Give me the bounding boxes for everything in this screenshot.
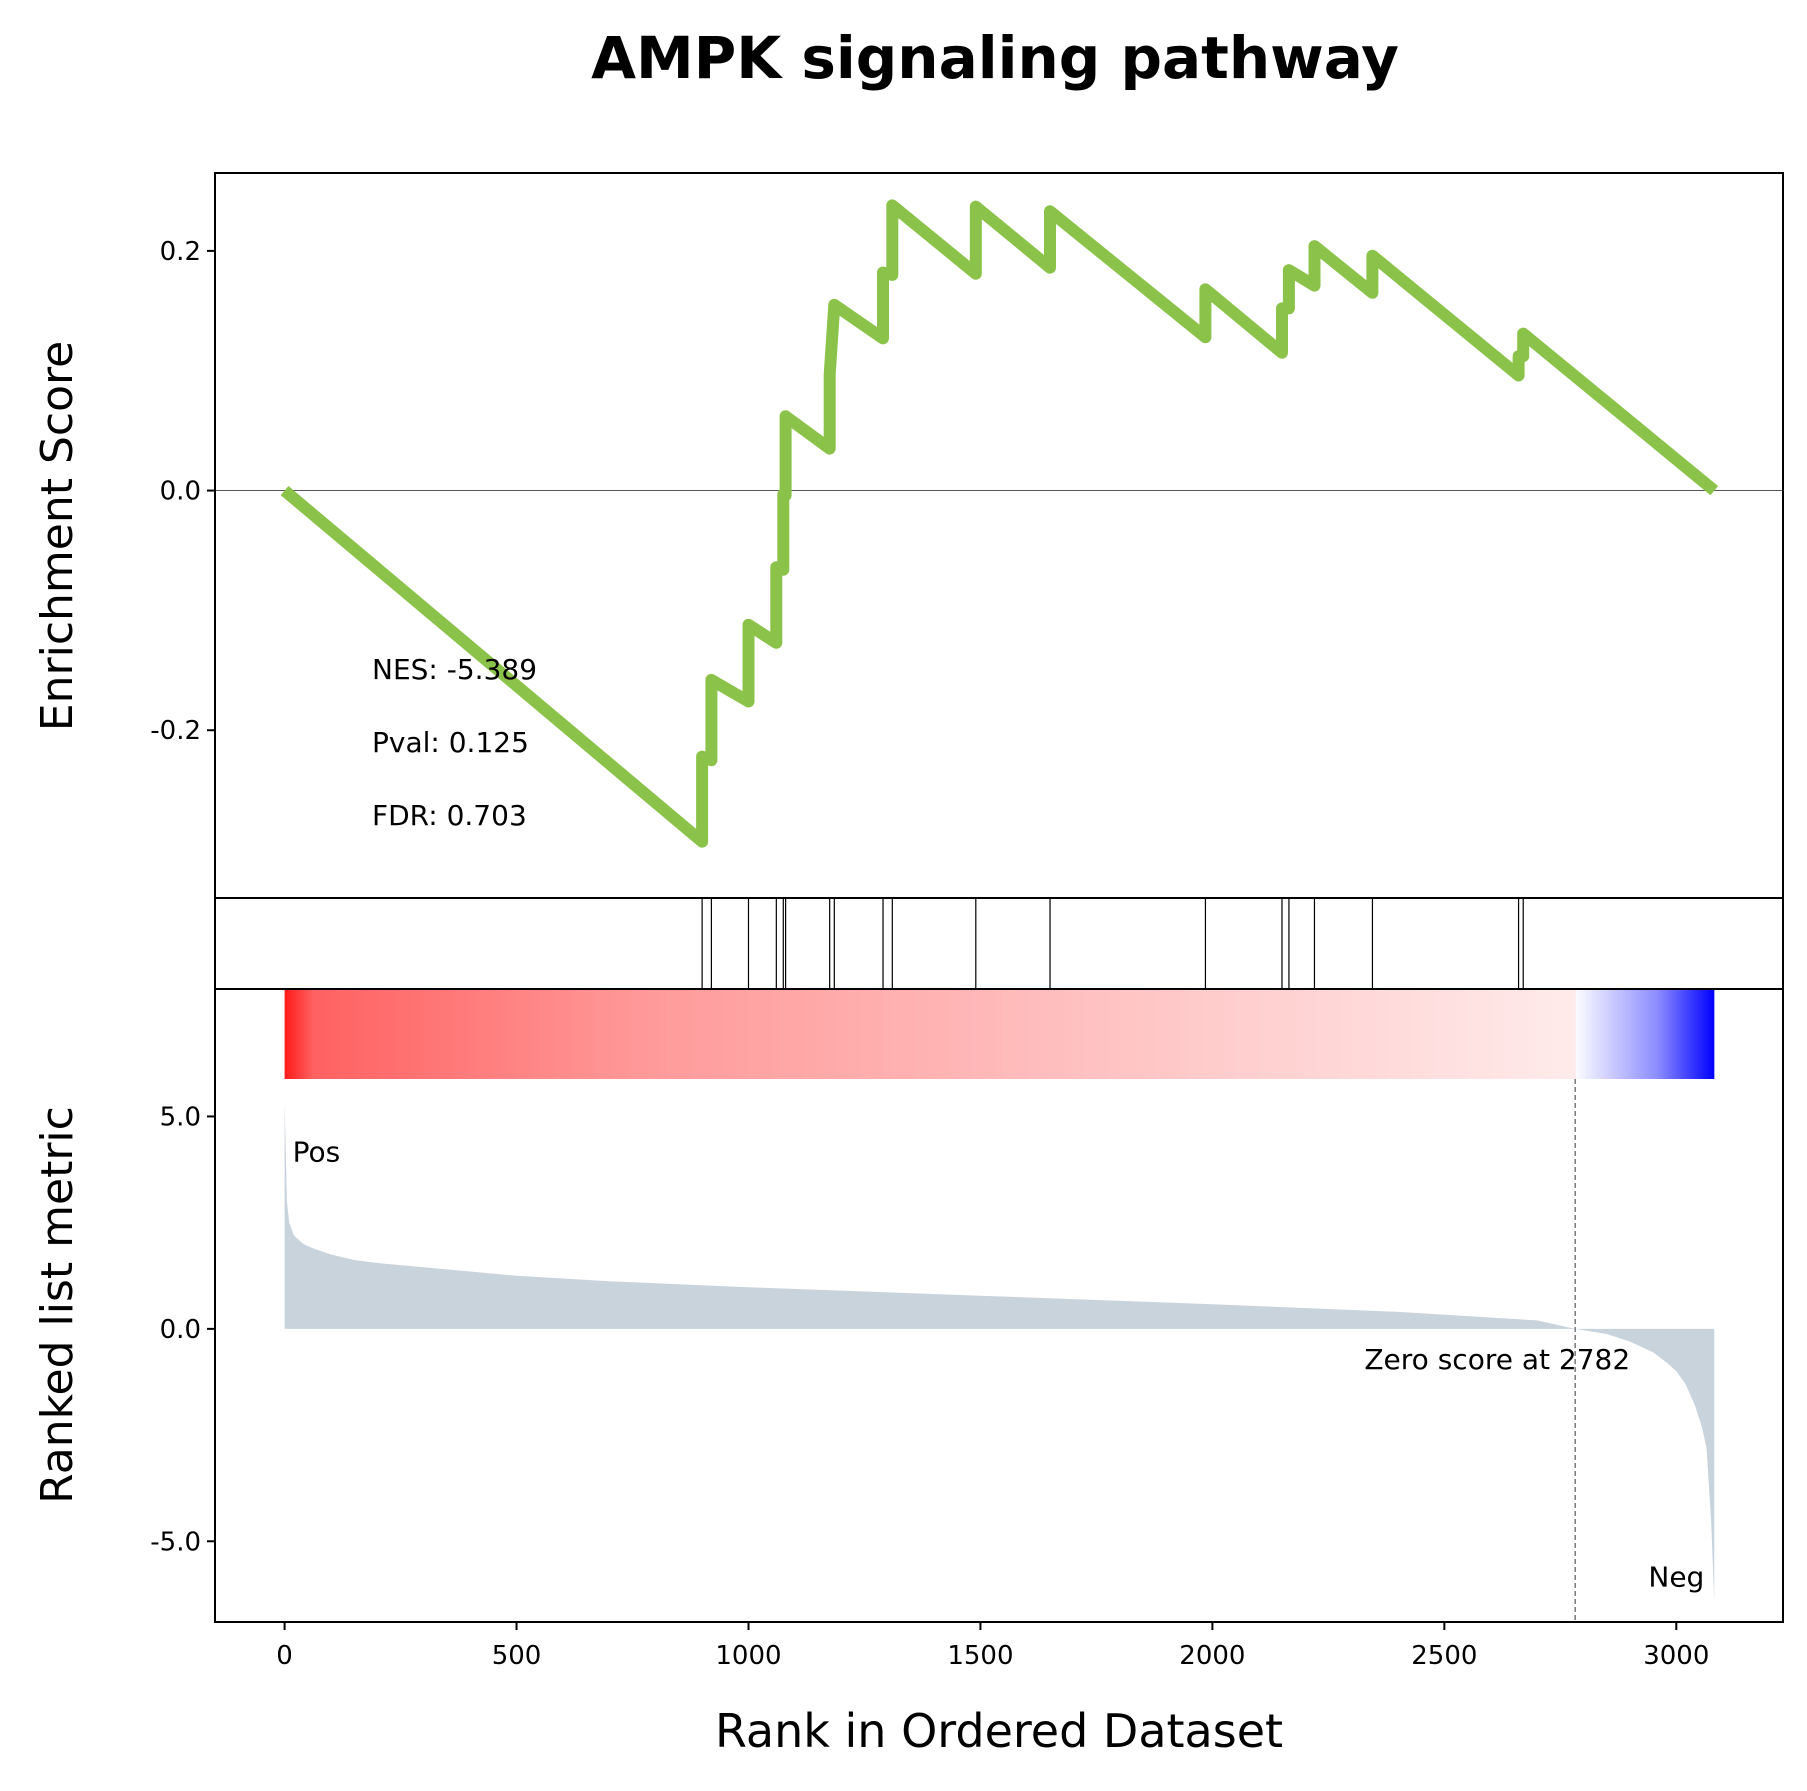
x-tick-label: 3000 — [1643, 1641, 1709, 1671]
zero-score-label: Zero score at 2782 — [1364, 1343, 1630, 1376]
y-tick-label: 0.2 — [160, 237, 201, 267]
hits-panel — [214, 897, 1784, 990]
y-tick-label: 5.0 — [160, 1102, 201, 1132]
x-tick-label: 1500 — [947, 1641, 1013, 1671]
neg-label: Neg — [1648, 1560, 1704, 1593]
y-tick-label: 0.0 — [160, 1315, 201, 1345]
hit-markers — [701, 898, 1524, 989]
ranked-y-label: Ranked list metric — [32, 1106, 83, 1504]
fdr-label: FDR: 0.703 — [372, 799, 527, 832]
x-tick-label: 2000 — [1179, 1641, 1245, 1671]
x-tick-label: 0 — [276, 1641, 293, 1671]
chart-title: AMPK signaling pathway — [591, 24, 1399, 92]
stats-annotation: NES: -5.389 Pval: 0.125 FDR: 0.703 — [372, 653, 537, 832]
enrichment-y-label: Enrichment Score — [32, 341, 83, 731]
pos-label: Pos — [293, 1135, 341, 1168]
x-axis-ticks: 0 500 1000 1500 2000 2500 3000 — [276, 1622, 1709, 1671]
enrichment-panel: -0.2 0.0 0.2 NES: -5.389 Pval: 0.125 FDR: … — [32, 172, 1784, 899]
nes-label: NES: -5.389 — [372, 653, 537, 686]
y-tick-label: -0.2 — [150, 716, 201, 746]
enrichment-y-ticks: -0.2 0.0 0.2 — [150, 237, 215, 746]
x-tick-label: 500 — [492, 1641, 542, 1671]
rank-heatmap-bar — [284, 989, 1715, 1079]
y-tick-label: 0.0 — [160, 477, 201, 507]
y-tick-label: -5.0 — [150, 1527, 201, 1557]
pval-label: Pval: 0.125 — [372, 726, 529, 759]
x-axis-label: Rank in Ordered Dataset — [715, 1704, 1283, 1758]
x-tick-label: 2500 — [1411, 1641, 1477, 1671]
enrichment-score-line — [280, 199, 1719, 848]
enrichment-panel-frame — [214, 172, 1784, 899]
ranked-panel: Zero score at 2782 Pos Neg -5.0 0.0 5.0 Ra… — [32, 988, 1784, 1623]
hits-panel-frame — [214, 897, 1784, 990]
ranked-panel-frame — [214, 988, 1784, 1623]
ranked-y-ticks: -5.0 0.0 5.0 — [150, 1102, 215, 1557]
x-tick-label: 1000 — [715, 1641, 781, 1671]
